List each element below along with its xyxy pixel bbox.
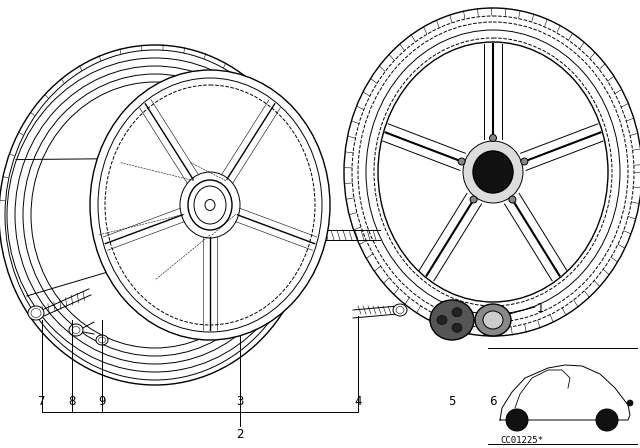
Text: 9: 9 [99, 395, 106, 408]
Ellipse shape [188, 180, 232, 230]
Circle shape [596, 409, 618, 431]
Ellipse shape [458, 158, 465, 165]
Ellipse shape [96, 335, 108, 345]
Text: CC01225*: CC01225* [500, 436, 543, 445]
Ellipse shape [430, 300, 474, 340]
Ellipse shape [378, 42, 608, 302]
Text: 3: 3 [236, 395, 244, 408]
Ellipse shape [437, 315, 447, 324]
Ellipse shape [470, 196, 477, 203]
Ellipse shape [475, 304, 511, 336]
Ellipse shape [452, 308, 462, 317]
Ellipse shape [28, 306, 44, 320]
Text: 6: 6 [489, 395, 497, 408]
Circle shape [627, 400, 633, 406]
Ellipse shape [69, 324, 83, 336]
Ellipse shape [509, 196, 516, 203]
Ellipse shape [452, 323, 462, 332]
Ellipse shape [463, 141, 523, 203]
Text: 5: 5 [448, 395, 456, 408]
Text: 2: 2 [236, 428, 244, 441]
Ellipse shape [90, 70, 330, 340]
Text: 7: 7 [38, 395, 45, 408]
Ellipse shape [490, 134, 497, 142]
Text: 1: 1 [537, 302, 545, 314]
Ellipse shape [521, 158, 528, 165]
Ellipse shape [483, 311, 503, 329]
Text: 8: 8 [68, 395, 76, 408]
Ellipse shape [473, 151, 513, 193]
Text: 4: 4 [355, 395, 362, 408]
Ellipse shape [393, 304, 407, 316]
Circle shape [506, 409, 528, 431]
